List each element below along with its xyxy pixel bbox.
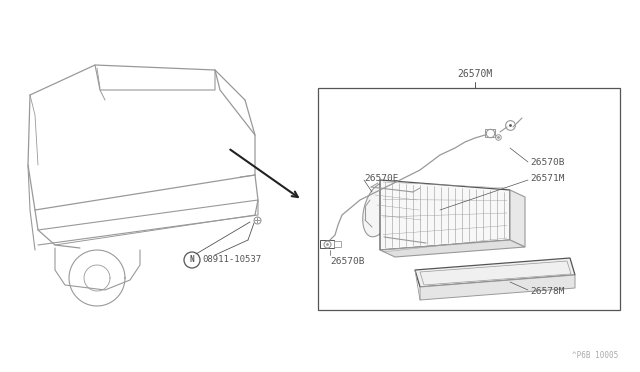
Bar [320, 240, 334, 248]
Text: 26570E: 26570E [364, 173, 399, 183]
Polygon shape [380, 240, 525, 257]
Text: N: N [189, 256, 195, 264]
Text: ^P6B 10005: ^P6B 10005 [572, 351, 618, 360]
Bar [318, 88, 620, 310]
Text: 26570M: 26570M [458, 69, 493, 79]
Polygon shape [415, 258, 575, 287]
Text: 26570B: 26570B [330, 257, 365, 266]
Ellipse shape [404, 188, 435, 242]
Text: 26570B: 26570B [530, 157, 564, 167]
Polygon shape [510, 190, 525, 247]
Text: 26578M: 26578M [530, 288, 564, 296]
Ellipse shape [363, 183, 394, 237]
Text: 08911-10537: 08911-10537 [202, 256, 261, 264]
Polygon shape [380, 180, 510, 250]
Polygon shape [420, 275, 575, 300]
Bar [485, 129, 495, 137]
Text: 26571M: 26571M [530, 173, 564, 183]
Bar [334, 241, 341, 247]
